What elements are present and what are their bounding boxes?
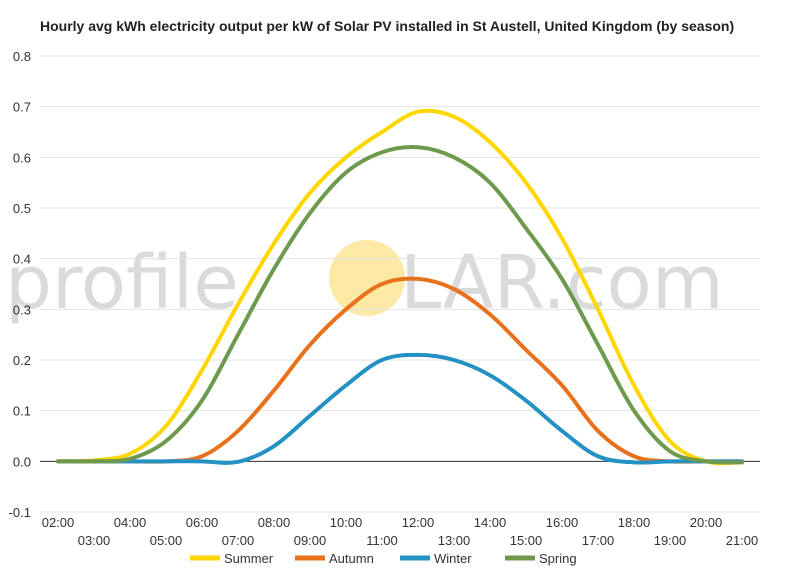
watermark-text-right: LAR.com xyxy=(400,240,724,326)
y-tick-label: 0.8 xyxy=(13,49,31,64)
x-tick-label: 21:00 xyxy=(726,533,759,548)
legend-label-summer: Summer xyxy=(224,551,274,566)
watermark-text-left: profile xyxy=(5,240,239,326)
chart-title: Hourly avg kWh electricity output per kW… xyxy=(40,18,735,34)
y-tick-label: -0.1 xyxy=(9,505,31,520)
x-tick-label: 11:00 xyxy=(366,533,398,548)
x-tick-label: 07:00 xyxy=(222,533,255,548)
x-tick-label: 10:00 xyxy=(330,515,363,530)
series-lines xyxy=(56,108,744,466)
watermark: profile LAR.com xyxy=(5,240,724,326)
x-tick-label: 15:00 xyxy=(510,533,543,548)
x-tick-label: 16:00 xyxy=(546,515,579,530)
y-tick-label: 0.7 xyxy=(13,100,31,115)
series-line-summer xyxy=(56,108,744,466)
legend-label-autumn: Autumn xyxy=(329,551,374,566)
legend-label-winter: Winter xyxy=(434,551,472,566)
x-tick-label: 06:00 xyxy=(186,515,219,530)
y-tick-label: 0.0 xyxy=(13,454,31,469)
x-tick-label: 05:00 xyxy=(150,533,183,548)
y-tick-label: 0.2 xyxy=(13,353,31,368)
x-tick-label: 18:00 xyxy=(618,515,651,530)
x-axis: 02:0003:0004:0005:0006:0007:0008:0009:00… xyxy=(42,515,759,548)
y-tick-label: 0.6 xyxy=(13,150,31,165)
legend-label-spring: Spring xyxy=(539,551,577,566)
y-tick-label: 0.5 xyxy=(13,201,31,216)
x-tick-label: 09:00 xyxy=(294,533,327,548)
y-tick-label: 0.1 xyxy=(13,404,31,419)
x-tick-label: 04:00 xyxy=(114,515,147,530)
legend: Summer Autumn Winter Spring xyxy=(190,551,577,566)
x-tick-label: 03:00 xyxy=(78,533,111,548)
y-tick-label: 0.4 xyxy=(13,252,31,267)
x-tick-label: 08:00 xyxy=(258,515,291,530)
series-line-winter xyxy=(56,352,744,465)
x-tick-label: 14:00 xyxy=(474,515,507,530)
x-tick-label: 12:00 xyxy=(402,515,435,530)
watermark-sun-icon xyxy=(329,240,405,316)
x-tick-label: 13:00 xyxy=(438,533,471,548)
x-tick-label: 20:00 xyxy=(690,515,723,530)
x-tick-label: 02:00 xyxy=(42,515,75,530)
x-tick-label: 17:00 xyxy=(582,533,615,548)
gridlines xyxy=(40,55,760,513)
x-tick-label: 19:00 xyxy=(654,533,687,548)
y-tick-label: 0.3 xyxy=(13,302,31,317)
y-axis: -0.1 0.0 0.1 0.2 0.3 0.4 0.5 0.6 0.7 0.8 xyxy=(9,49,31,520)
series-line-spring xyxy=(56,145,744,465)
